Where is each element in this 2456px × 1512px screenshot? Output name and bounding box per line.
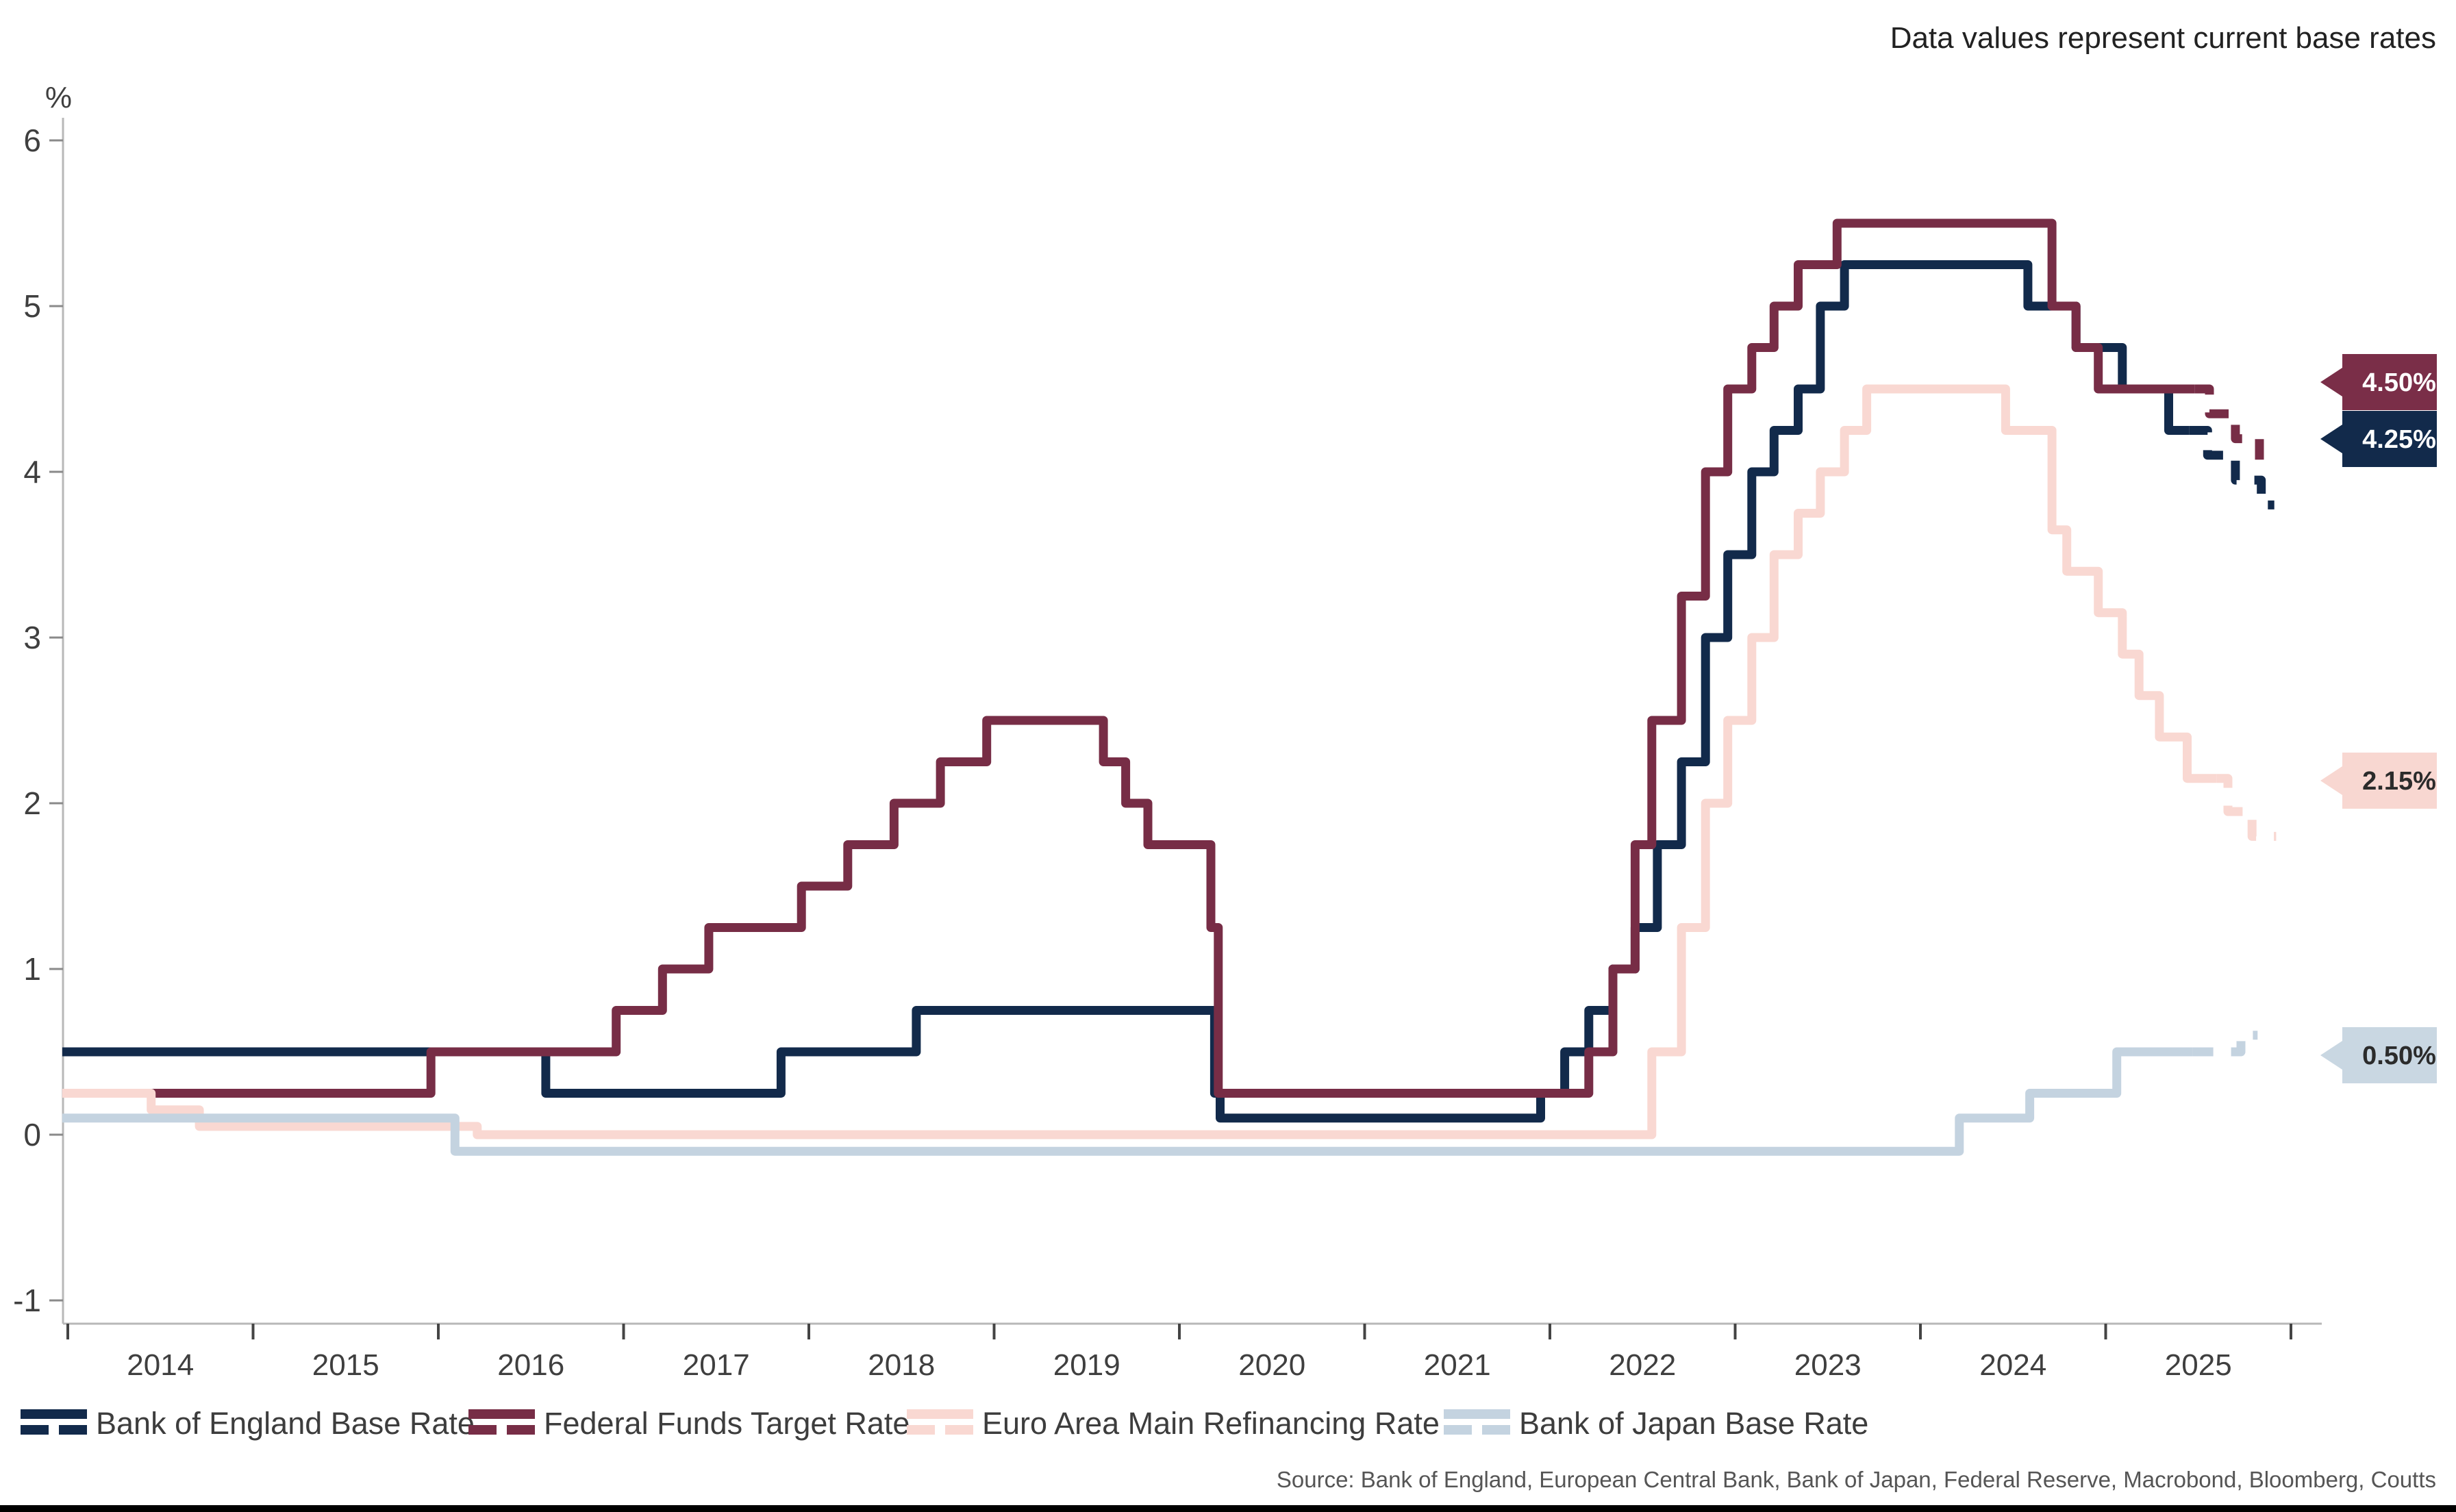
callout-2-15 [2320,753,2437,809]
legend-swatch-dash [1482,1425,1510,1435]
y-axis-ticks: 6 5 4 3 2 1 0 -1 [13,123,63,1318]
legend-swatch-solid [21,1409,87,1419]
legend-swatch-solid [1444,1409,1510,1419]
legend-swatch-dash [59,1425,87,1435]
legend-swatch-dash [21,1425,49,1435]
series-line-euro-area-main-refinancing-rate [62,384,2217,1139]
callout-label-4-50: 4.50% [2362,368,2436,397]
x-axis-ticks: 2014 2015 2016 2017 2018 2019 2020 2021 2022 2023… [66,1324,2292,1382]
x-tick-label-2017: 2017 [683,1348,750,1382]
series-line-dashed-federal-funds-target-rate [2194,384,2271,468]
x-tick-label-2023: 2023 [1794,1348,1862,1382]
x-tick-label-2020: 2020 [1238,1348,1305,1382]
y-tick-label-0: 0 [23,1117,41,1152]
callout-label-2-15: 2.15% [2362,767,2436,796]
series-line-dashed-bank-of-japan-base-rate [2192,1031,2258,1057]
callout-0-50 [2320,1027,2437,1083]
legend-label: Bank of England Base Rate [96,1406,475,1441]
callout-label-0-50: 0.50% [2362,1042,2436,1070]
y-tick-label-2: 2 [23,785,41,821]
legend-item-bank-of-japan-base-rate: Bank of Japan Base Rate [1444,1406,1868,1441]
y-tick-label--1: -1 [13,1283,41,1318]
legend: Bank of England Base Rate Federal Funds T… [21,1406,1868,1441]
y-tick-label-5: 5 [23,288,41,324]
legend-swatch-dash [468,1425,497,1435]
callout-4-50 [2320,354,2437,410]
legend-swatch-dash [507,1425,535,1435]
series-line-bank-of-japan-base-rate [62,1047,2193,1156]
series-line-federal-funds-target-rate [62,218,2195,1098]
y-tick-label-6: 6 [23,123,41,158]
legend-item-federal-funds-target-rate: Federal Funds Target Rate [468,1406,910,1441]
bottom-border [0,1505,2456,1512]
legend-swatch-dash [1444,1425,1472,1435]
x-tick-label-2021: 2021 [1424,1348,1491,1382]
callout-label-4-25: 4.25% [2362,425,2436,454]
series-line-dashed-bank-of-england-base-rate [2189,426,2275,509]
x-tick-label-2016: 2016 [497,1348,564,1382]
axes [62,118,2322,1325]
source-note: Source: Bank of England, European Centra… [1277,1467,2436,1492]
x-tick-label-2019: 2019 [1053,1348,1120,1382]
legend-label: Federal Funds Target Rate [544,1406,910,1441]
legend-label: Bank of Japan Base Rate [1519,1406,1868,1441]
y-tick-label-3: 3 [23,620,41,655]
legend-swatch-solid [907,1409,973,1419]
x-tick-label-2024: 2024 [1979,1348,2046,1382]
chart-note: Data values represent current base rates [1890,21,2436,55]
x-tick-label-2015: 2015 [312,1348,379,1382]
legend-swatch-solid [468,1409,535,1419]
y-axis-unit-label: % [45,81,72,114]
legend-item-bank-of-england-base-rate: Bank of England Base Rate [21,1406,475,1441]
y-tick-label-4: 4 [23,454,41,490]
series-lines [62,218,2277,1156]
rate-callouts: 4.50% 4.25% 2.15% 0.50% [2320,354,2437,1083]
x-tick-label-2014: 2014 [127,1348,194,1382]
y-tick-label-1: 1 [23,951,41,987]
x-tick-label-2018: 2018 [868,1348,935,1382]
legend-swatch-dash [945,1425,973,1435]
x-tick-label-2022: 2022 [1609,1348,1676,1382]
legend-swatch-dash [907,1425,935,1435]
legend-item-euro-area-main-refinancing-rate: Euro Area Main Refinancing Rate [907,1406,1440,1441]
legend-label: Euro Area Main Refinancing Rate [982,1406,1440,1441]
x-tick-label-2025: 2025 [2165,1348,2232,1382]
callout-4-25 [2320,411,2437,467]
series-line-dashed-euro-area-main-refinancing-rate [2216,774,2277,841]
